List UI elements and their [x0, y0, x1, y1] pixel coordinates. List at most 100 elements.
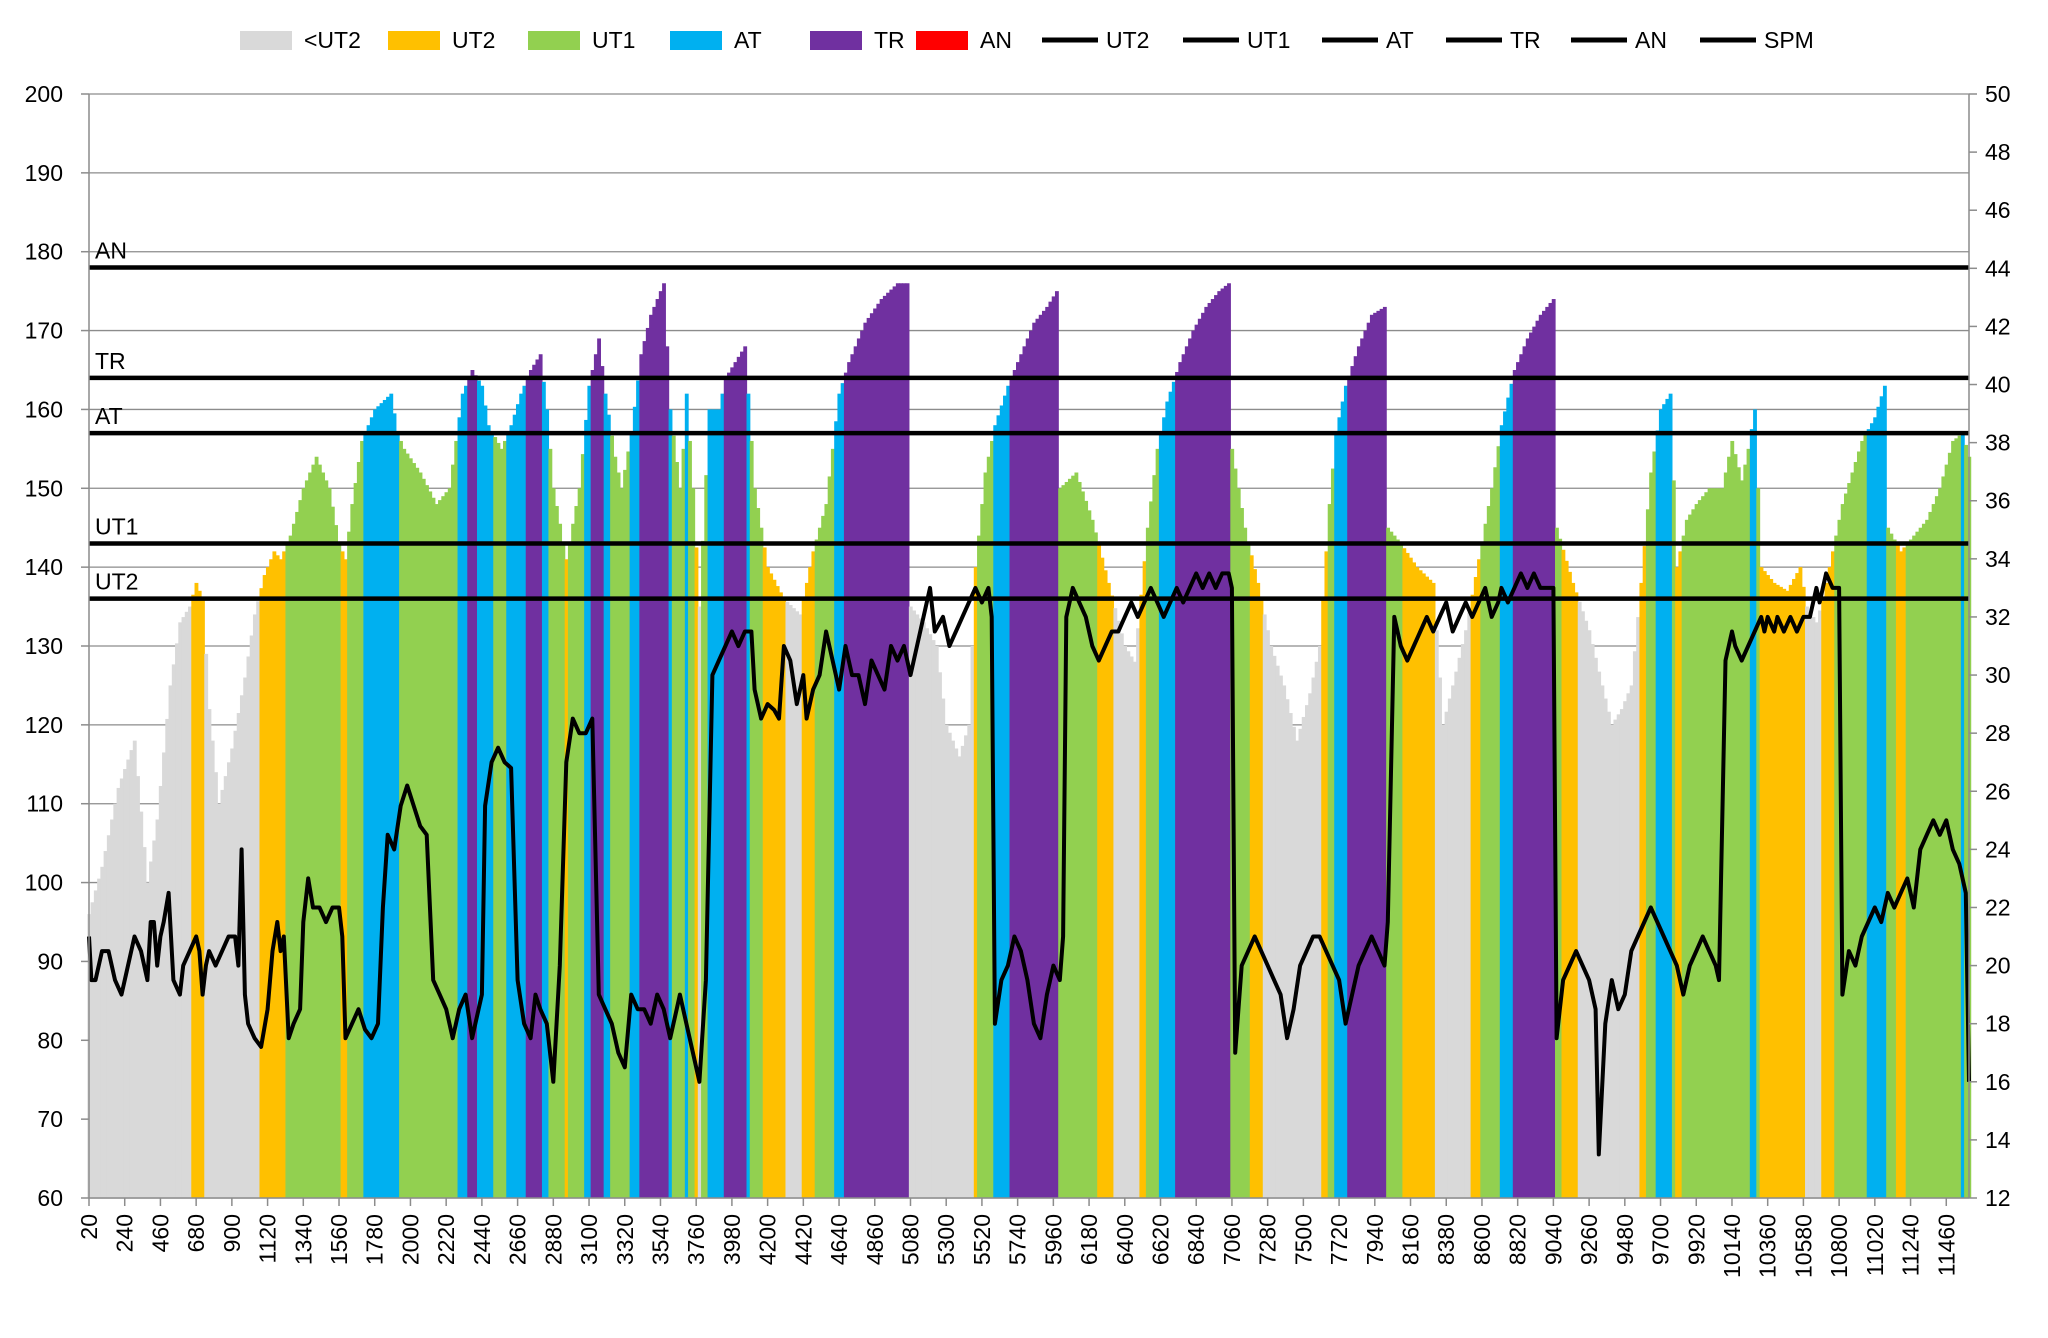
hr-bar [454, 440, 459, 1199]
hr-bar [1934, 496, 1939, 1198]
threshold-label-an: AN [95, 237, 127, 263]
hr-bar [853, 346, 858, 1199]
hr-bar [632, 406, 637, 1198]
hr-bar [1535, 320, 1540, 1199]
hr-bar [788, 604, 793, 1198]
hr-bar [1860, 440, 1865, 1199]
hr-bar [1223, 285, 1228, 1198]
hr-bar [382, 399, 387, 1199]
hr-bar [1103, 570, 1108, 1198]
hr-bar [642, 341, 647, 1199]
hr-bar [1964, 444, 1968, 1198]
hr-bar [1869, 423, 1874, 1199]
hr-bar [1782, 588, 1787, 1198]
hr-bar [110, 819, 114, 1198]
hr-bar [1886, 527, 1891, 1198]
hr-bar [1957, 435, 1962, 1199]
hr-bar [723, 377, 728, 1198]
hr-bar [1175, 371, 1179, 1199]
hr-bar [1613, 719, 1618, 1198]
hr-bar [1714, 488, 1718, 1198]
hr-bar [1434, 630, 1439, 1198]
hr-bar [441, 496, 446, 1198]
hr-bar [1220, 288, 1225, 1198]
hr-bar [1136, 628, 1140, 1198]
hr-bar [1067, 478, 1072, 1198]
legend-label: UT2 [1106, 27, 1149, 53]
hr-bar [1317, 646, 1322, 1198]
hr-bar [1580, 611, 1585, 1198]
x-tick-label: 4860 [862, 1214, 888, 1265]
hr-bar [1821, 598, 1826, 1198]
hr-bar [493, 437, 498, 1198]
hr-bar [100, 866, 105, 1198]
hr-bar [532, 364, 537, 1198]
x-tick-label: 8600 [1469, 1214, 1495, 1265]
hr-bar [490, 431, 494, 1198]
hr-bar [1418, 570, 1423, 1198]
hr-bar [1064, 481, 1069, 1199]
hr-bar [149, 861, 153, 1198]
hr-bar [1447, 698, 1452, 1198]
hr-bar [116, 787, 121, 1198]
hr-bar [1210, 299, 1215, 1198]
hr-bar [214, 772, 218, 1198]
x-tick-label: 9040 [1540, 1214, 1566, 1265]
hr-bar [658, 291, 663, 1198]
hr-bar [288, 535, 293, 1198]
hr-bar [1266, 630, 1270, 1198]
right-tick-label: 38 [1985, 430, 2011, 456]
hr-bar [282, 551, 287, 1198]
x-tick-label: 1780 [362, 1214, 388, 1265]
legend-swatch [528, 31, 580, 50]
hr-bar [1895, 545, 1900, 1198]
hr-bar [447, 488, 452, 1198]
hr-bar [1363, 330, 1368, 1198]
hr-bar [434, 504, 439, 1198]
hr-bar [587, 385, 592, 1198]
hr-bar [623, 469, 627, 1198]
hr-bar [1288, 713, 1293, 1198]
hr-bar [681, 448, 686, 1198]
hr-bar [1798, 567, 1803, 1198]
hr-bar [457, 417, 462, 1198]
hr-bar [944, 724, 949, 1198]
hr-bar [431, 497, 436, 1198]
hr-bar [1944, 464, 1949, 1198]
legend-label: AT [1386, 27, 1414, 53]
hr-bar [1009, 377, 1014, 1198]
hr-bar [522, 385, 527, 1198]
hr-bar [499, 448, 504, 1198]
hr-bar [863, 322, 868, 1198]
hr-bar [1636, 617, 1641, 1198]
hr-bar [733, 362, 738, 1198]
hr-bar [1045, 306, 1050, 1198]
hr-bar [272, 551, 277, 1198]
hr-bar [1529, 332, 1533, 1198]
hr-bar [220, 789, 225, 1198]
hr-bar [1873, 417, 1878, 1198]
hr-bar [1330, 468, 1335, 1198]
legend-label: <UT2 [304, 27, 361, 53]
hr-bar [710, 409, 715, 1198]
hr-bar [227, 762, 231, 1198]
hr-bar [291, 523, 296, 1198]
hr-bar [1561, 549, 1566, 1198]
hr-bar [980, 504, 985, 1198]
hr-bar [691, 488, 696, 1198]
hr-bar [1623, 701, 1628, 1198]
hr-bar [1542, 310, 1546, 1198]
hr-bar [1743, 464, 1748, 1198]
hr-bar [1740, 480, 1744, 1198]
hr-bar [1701, 496, 1705, 1198]
hr-bar [502, 440, 507, 1199]
hr-bar [619, 488, 624, 1198]
hr-bar [278, 559, 283, 1198]
spm-line [87, 571, 1971, 1157]
x-tick-label: 3100 [576, 1214, 602, 1265]
hr-bar [402, 448, 407, 1198]
hr-bar [1350, 366, 1355, 1198]
hr-bar [1100, 557, 1105, 1198]
hr-bar [340, 551, 345, 1198]
hr-bar [1087, 510, 1092, 1198]
